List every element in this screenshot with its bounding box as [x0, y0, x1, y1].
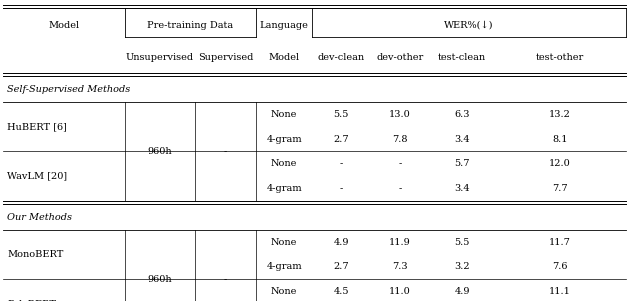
Text: HuBERT [6]: HuBERT [6]: [7, 122, 67, 131]
Text: 4.9: 4.9: [333, 238, 349, 247]
Text: 3.2: 3.2: [454, 262, 470, 272]
Text: 12.0: 12.0: [549, 159, 571, 168]
Text: 5.5: 5.5: [333, 110, 349, 119]
Text: 960h: 960h: [148, 275, 172, 284]
Text: 4.9: 4.9: [454, 287, 470, 296]
Text: -: -: [339, 184, 343, 193]
Text: 4-gram: 4-gram: [266, 135, 302, 144]
Text: test-other: test-other: [536, 53, 584, 62]
Text: 13.2: 13.2: [549, 110, 571, 119]
Text: 2.7: 2.7: [333, 135, 349, 144]
Text: -: -: [398, 159, 402, 168]
Text: 7.3: 7.3: [392, 262, 408, 272]
Text: None: None: [271, 287, 298, 296]
Text: Our Methods: Our Methods: [7, 213, 72, 222]
Text: -: -: [224, 147, 227, 156]
Text: 11.9: 11.9: [389, 238, 411, 247]
Text: WavLM [20]: WavLM [20]: [7, 172, 67, 181]
Text: WER%(↓): WER%(↓): [444, 21, 494, 30]
Text: PolyBERT: PolyBERT: [7, 299, 56, 301]
Text: None: None: [271, 110, 298, 119]
Text: dev-clean: dev-clean: [317, 53, 365, 62]
Text: dev-other: dev-other: [376, 53, 424, 62]
Text: Unsupervised: Unsupervised: [126, 53, 194, 62]
Text: Model: Model: [49, 21, 79, 30]
Text: 5.7: 5.7: [454, 159, 470, 168]
Text: -: -: [339, 159, 343, 168]
Text: 4.5: 4.5: [333, 287, 349, 296]
Text: 7.8: 7.8: [392, 135, 408, 144]
Text: 13.0: 13.0: [389, 110, 411, 119]
Text: 4-gram: 4-gram: [266, 262, 302, 272]
Text: Language: Language: [260, 21, 308, 30]
Text: None: None: [271, 238, 298, 247]
Text: Model: Model: [269, 53, 300, 62]
Text: MonoBERT: MonoBERT: [7, 250, 63, 259]
Text: None: None: [271, 159, 298, 168]
Text: 11.7: 11.7: [549, 238, 571, 247]
Text: -: -: [398, 184, 402, 193]
Text: test-clean: test-clean: [438, 53, 486, 62]
Text: -: -: [224, 275, 227, 284]
Text: 5.5: 5.5: [454, 238, 470, 247]
Text: Self-Supervised Methods: Self-Supervised Methods: [7, 85, 131, 94]
Text: 11.0: 11.0: [389, 287, 411, 296]
Text: 3.4: 3.4: [454, 184, 470, 193]
Text: 7.6: 7.6: [552, 262, 568, 272]
Text: 7.7: 7.7: [552, 184, 568, 193]
Text: 2.7: 2.7: [333, 262, 349, 272]
Text: 11.1: 11.1: [549, 287, 571, 296]
Text: 4-gram: 4-gram: [266, 184, 302, 193]
Text: Supervised: Supervised: [198, 53, 253, 62]
Text: Pre-training Data: Pre-training Data: [147, 21, 234, 30]
Text: 3.4: 3.4: [454, 135, 470, 144]
Text: 6.3: 6.3: [454, 110, 470, 119]
Text: 960h: 960h: [148, 147, 172, 156]
Text: 8.1: 8.1: [552, 135, 568, 144]
